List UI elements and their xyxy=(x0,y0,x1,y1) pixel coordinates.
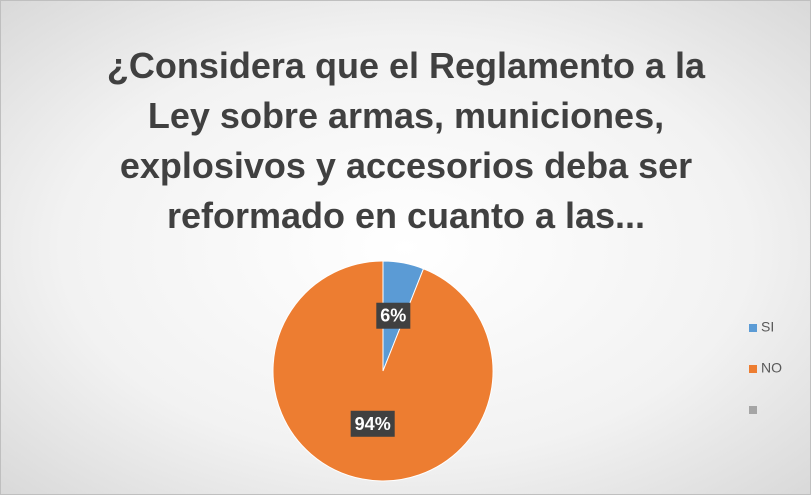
data-label: 94% xyxy=(355,414,391,434)
data-label-box xyxy=(376,302,411,329)
chart-title: ¿Considera que el Reglamento a la Ley so… xyxy=(106,45,706,236)
legend-label: SI xyxy=(761,319,774,335)
legend-swatch xyxy=(749,324,757,332)
legend-swatch xyxy=(749,365,757,373)
legend-label: NO xyxy=(761,360,782,376)
pie-slice xyxy=(272,260,494,482)
legend-swatch xyxy=(749,406,757,414)
data-label: 6% xyxy=(380,306,406,326)
data-label-box xyxy=(350,410,395,437)
